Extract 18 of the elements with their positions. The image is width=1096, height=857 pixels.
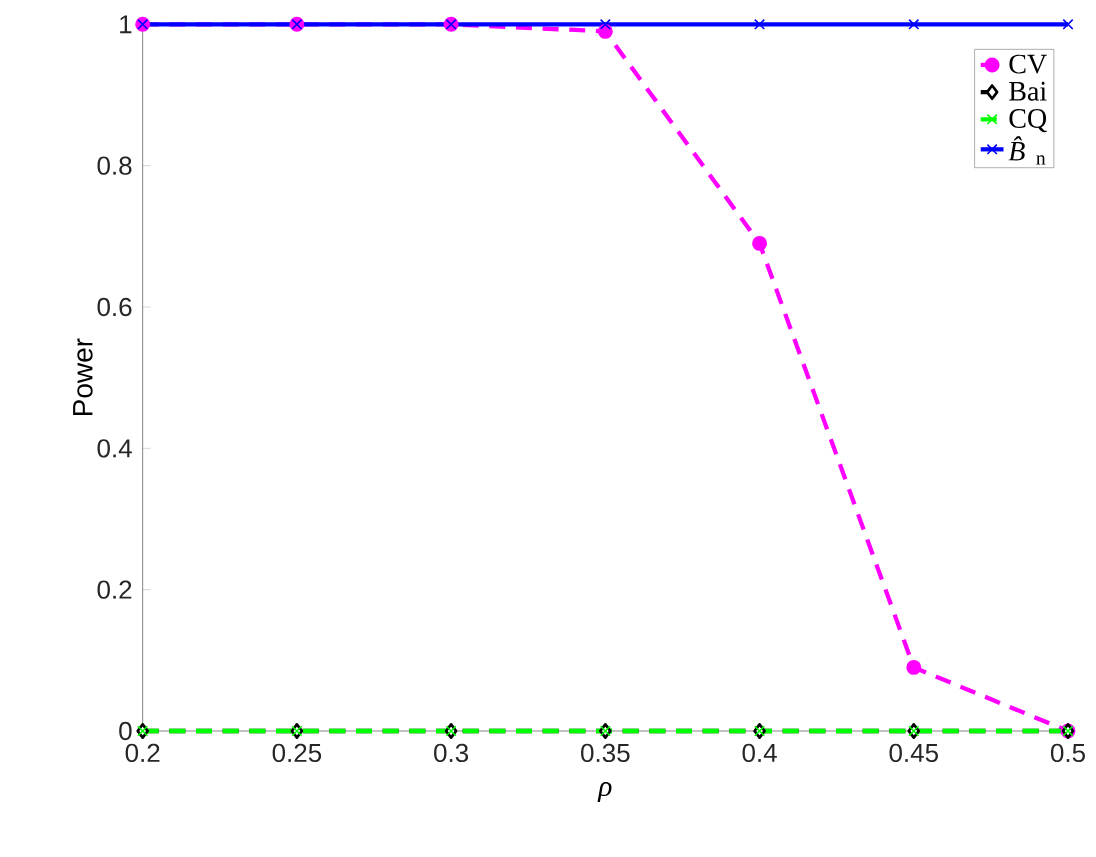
- y-tick-label: 0: [119, 721, 132, 741]
- x-tick-label: 0.3: [434, 743, 469, 763]
- legend-label: CV: [1009, 54, 1047, 74]
- y-tick-label: 0.6: [97, 297, 132, 317]
- x-tick-label: 0.35: [581, 743, 630, 763]
- x-tick-label: 0.4: [742, 743, 777, 763]
- y-tick-label: 0.4: [97, 439, 132, 458]
- x-tick-label: 0.25: [272, 743, 322, 763]
- legend-label: B̂$_{n}$: [1008, 136, 1046, 165]
- x-tick-label: 0.45: [889, 743, 938, 763]
- y-tick-label: 0.2: [97, 580, 132, 599]
- y-axis-title: Power: [73, 338, 93, 416]
- x-tick-label: 0.5: [1050, 743, 1085, 763]
- y-tick-label: 0.8: [97, 156, 132, 175]
- y-tick-label: 1: [120, 15, 132, 34]
- legend-label: Bai: [1009, 81, 1047, 101]
- legend-label: CQ: [1009, 109, 1047, 133]
- x-axis-title: ρ: [597, 781, 612, 802]
